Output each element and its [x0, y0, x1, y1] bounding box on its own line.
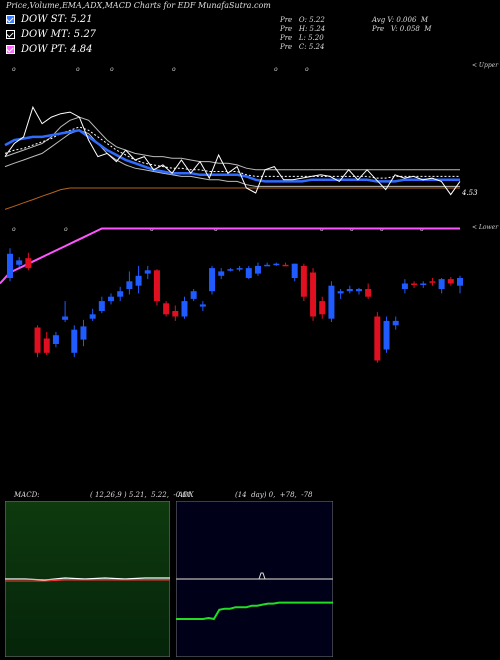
candle-body	[144, 270, 151, 274]
candle-body	[25, 258, 32, 269]
pt-line	[4, 187, 460, 210]
upper-band	[4, 116, 460, 171]
prev-close: Pre C: 5.24	[280, 43, 325, 51]
candle-body	[374, 316, 381, 361]
candle-body	[438, 279, 445, 289]
legend-dow-pt[interactable]: DOW PT: 4.84	[6, 44, 93, 55]
candle-body	[282, 264, 289, 267]
legend-checkbox-pt[interactable]	[6, 45, 15, 54]
di-line	[176, 601, 333, 621]
legend-dow-st[interactable]: DOW ST: 5.21	[6, 14, 93, 25]
candle-body	[273, 263, 280, 266]
candle-body	[117, 291, 124, 297]
signal-line	[5, 579, 170, 582]
mt-line	[4, 126, 460, 179]
price-tag: 4.53	[462, 189, 478, 197]
candle-body	[319, 301, 326, 315]
tick-dot-top: o	[172, 66, 176, 73]
legend-checkbox-st[interactable]	[6, 15, 15, 24]
tick-dot-top: o	[274, 66, 278, 73]
legend-dow-mt[interactable]: DOW MT: 5.27	[6, 29, 96, 40]
candle-body	[429, 281, 436, 283]
adx-params: (14 day) 0, +78, -78	[235, 491, 313, 499]
candle-body	[411, 283, 418, 285]
adx-panel	[176, 501, 333, 657]
candle-body	[7, 253, 13, 278]
candle-body	[291, 263, 298, 278]
adx-spike	[258, 572, 266, 580]
legend-label-st: DOW ST: 5.21	[21, 14, 93, 25]
adx-lines	[176, 572, 333, 621]
chart-title: Price,Volume,EMA,ADX,MACD Charts for EDF…	[6, 1, 271, 10]
legend-label-pt: DOW PT: 4.84	[21, 44, 93, 55]
candle-body	[227, 269, 234, 271]
candle-body	[383, 320, 390, 350]
candle-body	[346, 289, 353, 292]
candle-body	[245, 268, 252, 278]
candle-body	[43, 338, 50, 353]
upper-mark: < Upper	[472, 62, 499, 69]
candle-body	[310, 272, 317, 317]
lower-band	[4, 129, 460, 187]
st-line	[4, 128, 460, 183]
candle-body	[300, 265, 307, 297]
candle-body	[254, 265, 261, 274]
candle-body	[392, 320, 399, 326]
macd-label: MACD:	[14, 491, 40, 499]
candle-body	[89, 314, 96, 319]
candle-body	[199, 304, 206, 307]
tick-dot-top: o	[12, 66, 16, 73]
candle-body	[34, 327, 41, 353]
candle-body	[62, 316, 69, 320]
candle-body	[71, 329, 78, 353]
macd-lines	[5, 577, 170, 582]
candle-body	[172, 311, 179, 317]
lower-mark: < Lower	[472, 224, 499, 231]
candle-body	[264, 264, 271, 267]
candle-body	[108, 296, 115, 302]
candle-body	[80, 326, 87, 340]
tick-dot-top: o	[76, 66, 80, 73]
main-chart: o o o o o oo o o o o o o o	[0, 66, 463, 363]
tick-dot-top: o	[305, 66, 309, 73]
legend-checkbox-mt[interactable]	[6, 30, 15, 39]
tick-dots: o o o o o oo o o o o o o o	[12, 66, 424, 233]
candle-body	[153, 270, 160, 302]
candle-body	[337, 291, 344, 294]
candle-body	[236, 268, 243, 270]
prev-high: Pre H: 5.24	[280, 25, 326, 33]
ema-bands	[4, 105, 461, 210]
candle-body	[420, 283, 427, 285]
prev-low: Pre L: 5.20	[280, 34, 324, 42]
candle-body	[163, 303, 170, 315]
candle-body	[98, 301, 105, 311]
candle-body	[447, 279, 454, 284]
macd-params: ( 12,26,9 ) 5.21, 5.22, -0.01	[90, 491, 192, 499]
candle-body	[181, 301, 188, 317]
close-line	[4, 105, 461, 196]
legend-label-mt: DOW MT: 5.27	[21, 29, 97, 40]
tick-dot-top: o	[110, 66, 114, 73]
macd-panel	[5, 501, 170, 657]
prev-open: Pre O: 5.22	[280, 16, 325, 24]
candle-body	[190, 291, 197, 299]
candles	[0, 227, 463, 363]
pt-magenta-line	[0, 227, 460, 285]
candle-body	[401, 283, 408, 289]
tick-dot-bottom: o	[12, 226, 16, 233]
prev-volume: Pre V: 0.058 M	[372, 25, 432, 33]
avg-volume: Avg V: 0.006 M	[372, 16, 429, 24]
candle-body	[218, 271, 225, 276]
candle-body	[365, 289, 372, 297]
candle-body	[328, 285, 335, 319]
candle-body	[16, 260, 23, 265]
candle-body	[126, 281, 133, 289]
adx-label: ADX	[178, 491, 194, 499]
candle-body	[457, 278, 463, 286]
candle-body	[209, 268, 216, 292]
candle-body	[135, 275, 142, 286]
candle-body	[355, 289, 362, 292]
tick-dot-bottom: o	[64, 226, 68, 233]
candle-body	[52, 335, 59, 344]
